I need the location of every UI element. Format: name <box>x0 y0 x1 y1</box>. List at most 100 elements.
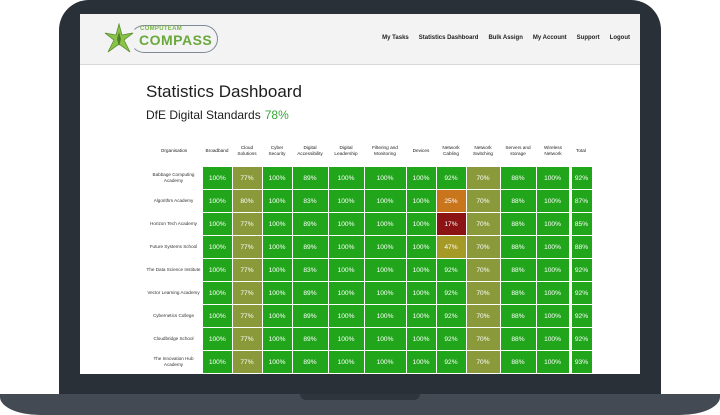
total-cell[interactable]: 93% <box>568 350 593 374</box>
score-cell[interactable]: 92% <box>435 327 467 351</box>
score-cell[interactable]: 100% <box>261 350 293 374</box>
score-cell[interactable]: 100% <box>261 212 293 236</box>
compass-logo[interactable]: COMPUTEAM COMPASS <box>102 20 222 58</box>
score-cell[interactable]: 100% <box>405 189 437 213</box>
total-cell[interactable]: 92% <box>568 373 593 374</box>
score-cell[interactable]: 88% <box>499 327 537 351</box>
score-cell[interactable]: 100% <box>327 327 365 351</box>
score-cell[interactable]: 89% <box>291 350 329 374</box>
score-cell[interactable]: 100% <box>405 373 437 374</box>
score-cell[interactable]: 70% <box>465 166 501 190</box>
menu-my-tasks[interactable]: My Tasks <box>382 35 409 41</box>
score-cell[interactable]: 100% <box>535 258 571 282</box>
score-cell[interactable]: 100% <box>363 281 407 305</box>
score-cell[interactable]: 89% <box>291 327 329 351</box>
score-cell[interactable]: 100% <box>363 235 407 259</box>
score-cell[interactable]: 100% <box>327 373 365 374</box>
score-cell[interactable]: 92% <box>435 166 467 190</box>
score-cell[interactable]: 100% <box>363 189 407 213</box>
score-cell[interactable]: 100% <box>261 373 293 374</box>
score-cell[interactable]: 70% <box>465 350 501 374</box>
score-cell[interactable]: 100% <box>201 281 233 305</box>
score-cell[interactable]: 70% <box>465 258 501 282</box>
score-cell[interactable]: 100% <box>363 212 407 236</box>
score-cell[interactable]: 77% <box>231 327 263 351</box>
score-cell[interactable]: 100% <box>535 235 571 259</box>
score-cell[interactable]: 77% <box>231 258 263 282</box>
score-cell[interactable]: 92% <box>435 258 467 282</box>
score-cell[interactable]: 88% <box>499 166 537 190</box>
score-cell[interactable]: 92% <box>435 373 467 374</box>
score-cell[interactable]: 100% <box>405 258 437 282</box>
score-cell[interactable]: 100% <box>261 235 293 259</box>
score-cell[interactable]: 100% <box>261 166 293 190</box>
menu-bulk-assign[interactable]: Bulk Assign <box>488 35 523 41</box>
menu-my-account[interactable]: My Account <box>532 35 567 41</box>
score-cell[interactable]: 88% <box>499 189 537 213</box>
total-cell[interactable]: 87% <box>568 189 593 213</box>
score-cell[interactable]: 100% <box>535 373 571 374</box>
score-cell[interactable]: 100% <box>327 235 365 259</box>
menu-logout[interactable]: Logout <box>609 35 630 41</box>
score-cell[interactable]: 83% <box>291 258 329 282</box>
score-cell[interactable]: 100% <box>405 166 437 190</box>
score-cell[interactable]: 70% <box>465 327 501 351</box>
score-cell[interactable]: 100% <box>327 281 365 305</box>
score-cell[interactable]: 77% <box>231 212 263 236</box>
score-cell[interactable]: 100% <box>327 212 365 236</box>
score-cell[interactable]: 47% <box>435 235 467 259</box>
score-cell[interactable]: 100% <box>201 327 233 351</box>
menu-support[interactable]: Support <box>576 35 600 41</box>
score-cell[interactable]: 70% <box>465 304 501 328</box>
score-cell[interactable]: 77% <box>231 235 263 259</box>
score-cell[interactable]: 100% <box>261 281 293 305</box>
score-cell[interactable]: 100% <box>327 350 365 374</box>
score-cell[interactable]: 100% <box>201 350 233 374</box>
score-cell[interactable]: 100% <box>405 212 437 236</box>
score-cell[interactable]: 25% <box>435 189 467 213</box>
score-cell[interactable]: 100% <box>535 304 571 328</box>
score-cell[interactable]: 100% <box>535 327 571 351</box>
score-cell[interactable]: 77% <box>231 304 263 328</box>
score-cell[interactable]: 100% <box>405 350 437 374</box>
score-cell[interactable]: 100% <box>201 235 233 259</box>
total-cell[interactable]: 92% <box>568 258 593 282</box>
score-cell[interactable]: 88% <box>499 350 537 374</box>
score-cell[interactable]: 70% <box>465 281 501 305</box>
score-cell[interactable]: 17% <box>435 212 467 236</box>
score-cell[interactable]: 100% <box>201 373 233 374</box>
score-cell[interactable]: 100% <box>327 189 365 213</box>
score-cell[interactable]: 88% <box>499 212 537 236</box>
score-cell[interactable]: 89% <box>291 304 329 328</box>
score-cell[interactable]: 88% <box>499 235 537 259</box>
score-cell[interactable]: 92% <box>435 304 467 328</box>
score-cell[interactable]: 100% <box>261 258 293 282</box>
score-cell[interactable]: 100% <box>327 304 365 328</box>
score-cell[interactable]: 100% <box>363 166 407 190</box>
score-cell[interactable]: 88% <box>499 258 537 282</box>
score-cell[interactable]: 100% <box>201 258 233 282</box>
score-cell[interactable]: 100% <box>535 212 571 236</box>
score-cell[interactable]: 100% <box>363 258 407 282</box>
total-cell[interactable]: 92% <box>568 304 593 328</box>
score-cell[interactable]: 70% <box>465 189 501 213</box>
score-cell[interactable]: 92% <box>435 350 467 374</box>
score-cell[interactable]: 70% <box>465 212 501 236</box>
score-cell[interactable]: 100% <box>405 327 437 351</box>
score-cell[interactable]: 100% <box>201 304 233 328</box>
score-cell[interactable]: 88% <box>499 304 537 328</box>
score-cell[interactable]: 100% <box>363 373 407 374</box>
score-cell[interactable]: 100% <box>535 350 571 374</box>
score-cell[interactable]: 100% <box>405 304 437 328</box>
menu-statistics-dashboard[interactable]: Statistics Dashboard <box>418 35 479 41</box>
score-cell[interactable]: 83% <box>291 189 329 213</box>
score-cell[interactable]: 100% <box>535 189 571 213</box>
score-cell[interactable]: 100% <box>327 166 365 190</box>
total-cell[interactable]: 85% <box>568 212 593 236</box>
score-cell[interactable]: 100% <box>405 281 437 305</box>
score-cell[interactable]: 100% <box>363 304 407 328</box>
score-cell[interactable]: 80% <box>231 189 263 213</box>
score-cell[interactable]: 100% <box>201 189 233 213</box>
score-cell[interactable]: 89% <box>291 212 329 236</box>
total-cell[interactable]: 92% <box>568 281 593 305</box>
